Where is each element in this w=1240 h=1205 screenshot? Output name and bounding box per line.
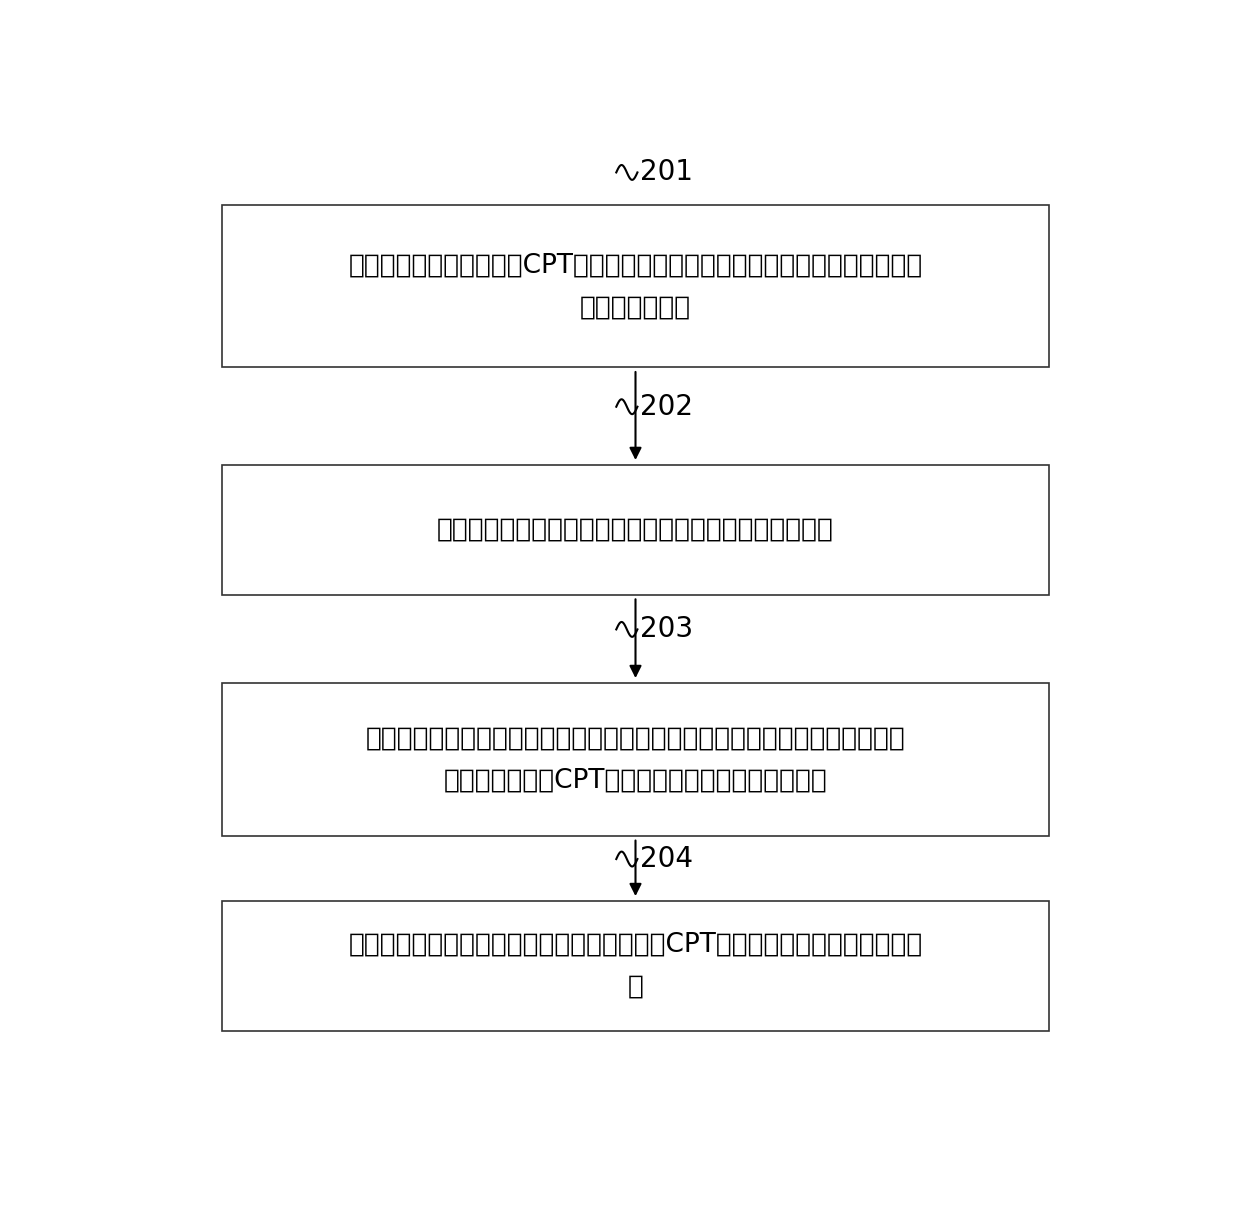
Text: 所述驯服控制器基于所述第一秒脉冲信号和所述第二秒脉冲信号，确定设定时
间间隔内的所述CPT原子钟的本振频率的频率偏移量: 所述驯服控制器基于所述第一秒脉冲信号和所述第二秒脉冲信号，确定设定时 间间隔内的…: [366, 725, 905, 793]
Bar: [222, 683, 1049, 836]
Text: 所述驯服控制器接收通过外部端口输入的第二秒脉冲信号: 所述驯服控制器接收通过外部端口输入的第二秒脉冲信号: [436, 517, 835, 542]
Text: 201: 201: [640, 158, 693, 187]
Text: 202: 202: [640, 393, 693, 421]
Bar: [222, 205, 1049, 368]
Text: 所述驯服控制器根据所述频率偏移量，对所述CPT原子钟的本振频率进行驯服调
整: 所述驯服控制器根据所述频率偏移量，对所述CPT原子钟的本振频率进行驯服调 整: [348, 931, 923, 1000]
Bar: [222, 901, 1049, 1030]
Text: 203: 203: [640, 616, 693, 643]
Text: 204: 204: [640, 845, 693, 874]
Bar: [222, 465, 1049, 594]
Text: 所述驯服控制器确定所述CPT原子钟的本振频率，并基于所述本振频率分频得到
第一秒脉冲信号: 所述驯服控制器确定所述CPT原子钟的本振频率，并基于所述本振频率分频得到 第一秒…: [348, 252, 923, 321]
